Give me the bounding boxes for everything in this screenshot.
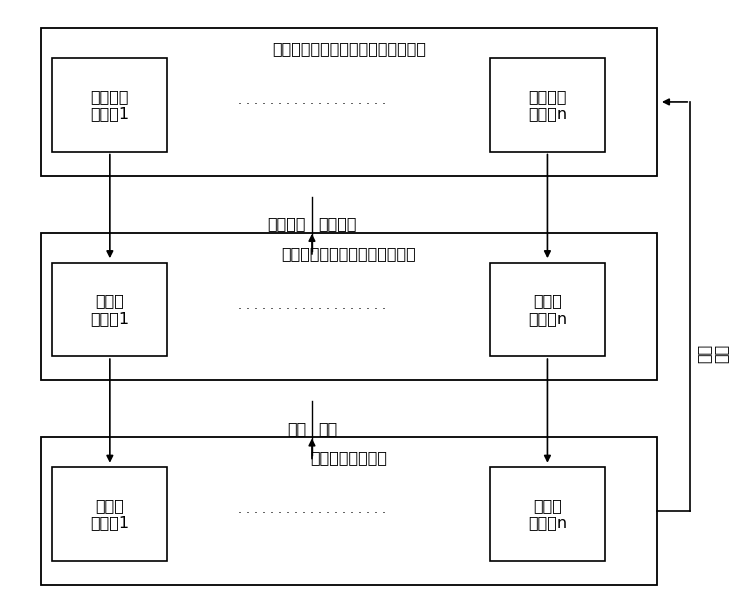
- Text: · · · · · · · · · · · · · · · · · · ·: · · · · · · · · · · · · · · · · · · ·: [238, 508, 386, 520]
- Text: 常微分
子系统1: 常微分 子系统1: [90, 293, 130, 326]
- Bar: [490, 263, 605, 356]
- Bar: [41, 437, 657, 585]
- Bar: [490, 59, 605, 151]
- Text: · · · · · · · · · · · · · · · · · · ·: · · · · · · · · · · · · · · · · · · ·: [238, 303, 386, 316]
- Bar: [53, 263, 167, 356]
- Text: 微分代数
子系统1: 微分代数 子系统1: [90, 88, 130, 121]
- Bar: [490, 467, 605, 561]
- Text: 微分代数
子系统n: 微分代数 子系统n: [528, 88, 567, 121]
- Text: 方法: 方法: [318, 421, 338, 436]
- Text: 状态反馈: 状态反馈: [318, 217, 356, 231]
- Bar: [41, 28, 657, 176]
- Bar: [53, 467, 167, 561]
- Text: 常微分
子系统n: 常微分 子系统n: [528, 293, 567, 326]
- Text: · · · · · · · · · · · · · · · · · · ·: · · · · · · · · · · · · · · · · · · ·: [238, 98, 386, 111]
- Bar: [41, 233, 657, 380]
- Text: 多输入多输出非线性微分代数子系统: 多输入多输出非线性微分代数子系统: [272, 41, 426, 57]
- Text: 大系统镇定控制器: 大系统镇定控制器: [310, 451, 388, 465]
- Text: 多输入多输出非线性常微分系统: 多输入多输出非线性常微分系统: [282, 246, 416, 261]
- Text: 子系统
控制器n: 子系统 控制器n: [528, 498, 567, 530]
- Text: 反步: 反步: [286, 421, 306, 436]
- Text: 子系统
控制器1: 子系统 控制器1: [90, 498, 130, 530]
- Text: 镇定
控制: 镇定 控制: [696, 343, 729, 363]
- Text: 微分同胚: 微分同胚: [268, 217, 306, 231]
- Bar: [53, 59, 167, 151]
